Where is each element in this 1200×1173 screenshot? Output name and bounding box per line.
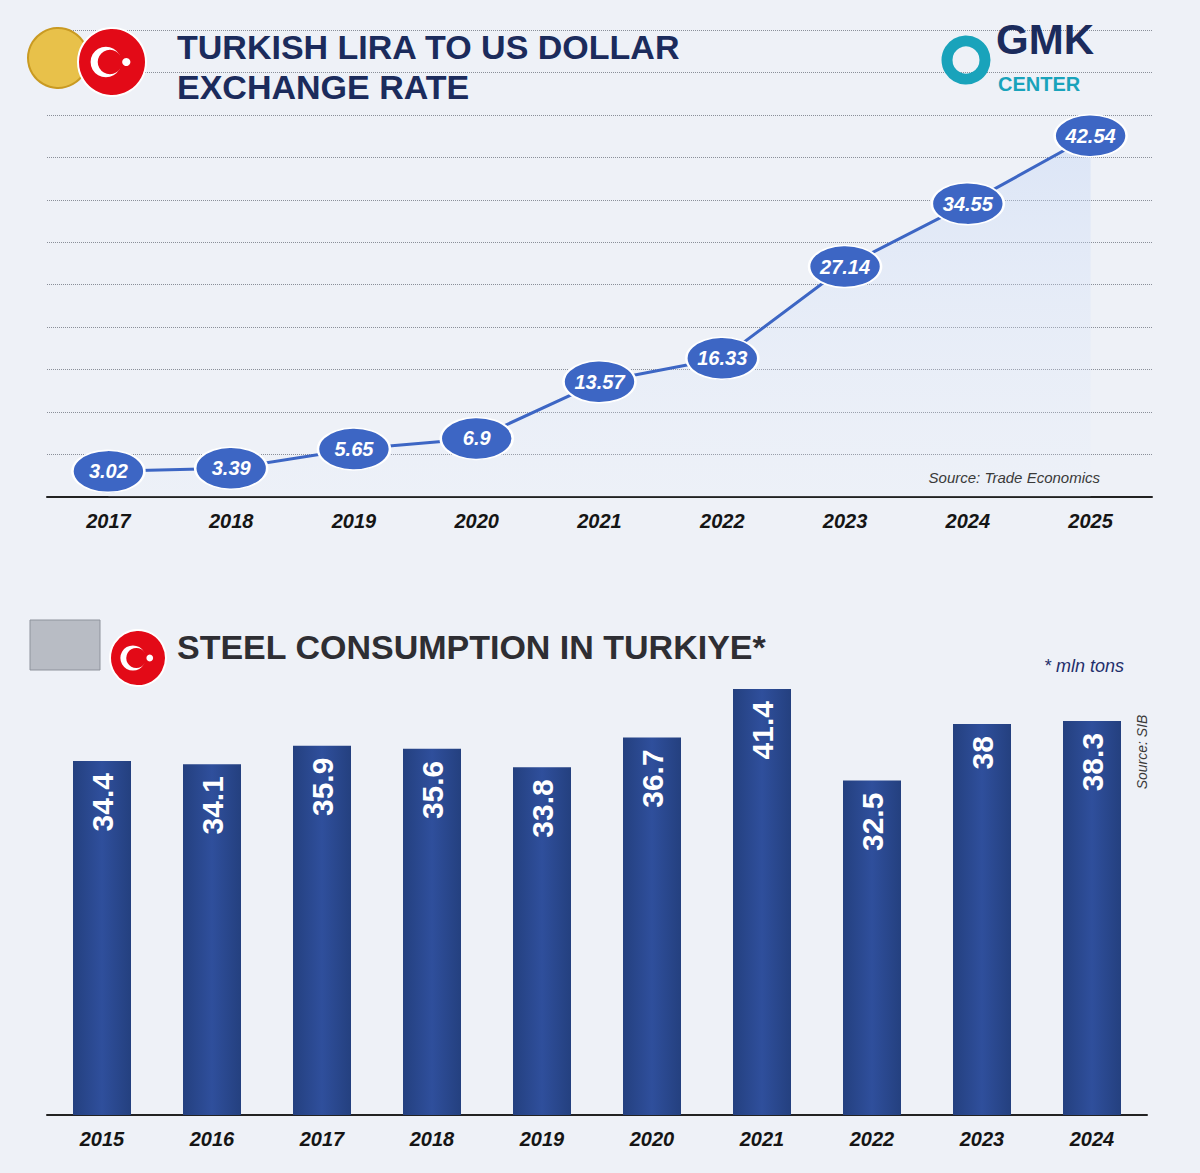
svg-text:2022: 2022 [699,510,745,532]
svg-text:41.4: 41.4 [746,701,779,760]
svg-text:2020: 2020 [629,1128,675,1150]
svg-text:2019: 2019 [331,510,377,532]
svg-text:2017: 2017 [299,1128,345,1150]
svg-text:42.54: 42.54 [1065,125,1116,147]
svg-text:34.55: 34.55 [943,193,994,215]
svg-text:16.33: 16.33 [697,347,747,369]
svg-text:GMK: GMK [996,16,1094,63]
svg-text:13.57: 13.57 [574,371,625,393]
svg-text:2018: 2018 [409,1128,455,1150]
svg-text:TURKISH LIRA TO US DOLLAR: TURKISH LIRA TO US DOLLAR [177,28,689,66]
svg-text:35.6: 35.6 [416,761,449,819]
svg-text:2022: 2022 [849,1128,895,1150]
svg-text:2019: 2019 [519,1128,565,1150]
svg-text:CENTER: CENTER [998,73,1081,95]
svg-text:27.14: 27.14 [819,256,870,278]
svg-text:5.65: 5.65 [334,438,374,460]
svg-text:2021: 2021 [739,1128,785,1150]
svg-text:34.4: 34.4 [86,773,119,832]
svg-text:2023: 2023 [822,510,868,532]
svg-text:2023: 2023 [959,1128,1005,1150]
svg-text:2016: 2016 [189,1128,235,1150]
svg-text:* mln tons: * mln tons [1044,656,1124,676]
svg-text:2018: 2018 [208,510,254,532]
svg-text:2017: 2017 [85,510,131,532]
svg-text:3.02: 3.02 [89,460,128,482]
svg-text:35.9: 35.9 [306,758,339,816]
svg-text:2020: 2020 [453,510,499,532]
svg-text:2015: 2015 [79,1128,125,1150]
svg-text:2021: 2021 [576,510,622,532]
svg-text:32.5: 32.5 [856,793,889,851]
svg-text:3.39: 3.39 [212,457,252,479]
svg-text:6.9: 6.9 [463,427,492,449]
svg-text:STEEL CONSUMPTION IN TURKIYE*: STEEL CONSUMPTION IN TURKIYE* [177,628,767,666]
svg-text:38: 38 [966,736,999,769]
svg-text:33.8: 33.8 [526,779,559,837]
svg-text:34.1: 34.1 [196,776,229,834]
svg-text:EXCHANGE RATE: EXCHANGE RATE [177,68,469,106]
svg-text:2024: 2024 [1069,1128,1115,1150]
svg-text:Source: SIB: Source: SIB [1134,715,1150,790]
svg-text:Source: Trade Economics: Source: Trade Economics [929,469,1101,486]
svg-text:2025: 2025 [1067,510,1113,532]
svg-text:2024: 2024 [945,510,991,532]
svg-text:38.3: 38.3 [1076,733,1109,791]
svg-text:36.7: 36.7 [636,749,669,807]
